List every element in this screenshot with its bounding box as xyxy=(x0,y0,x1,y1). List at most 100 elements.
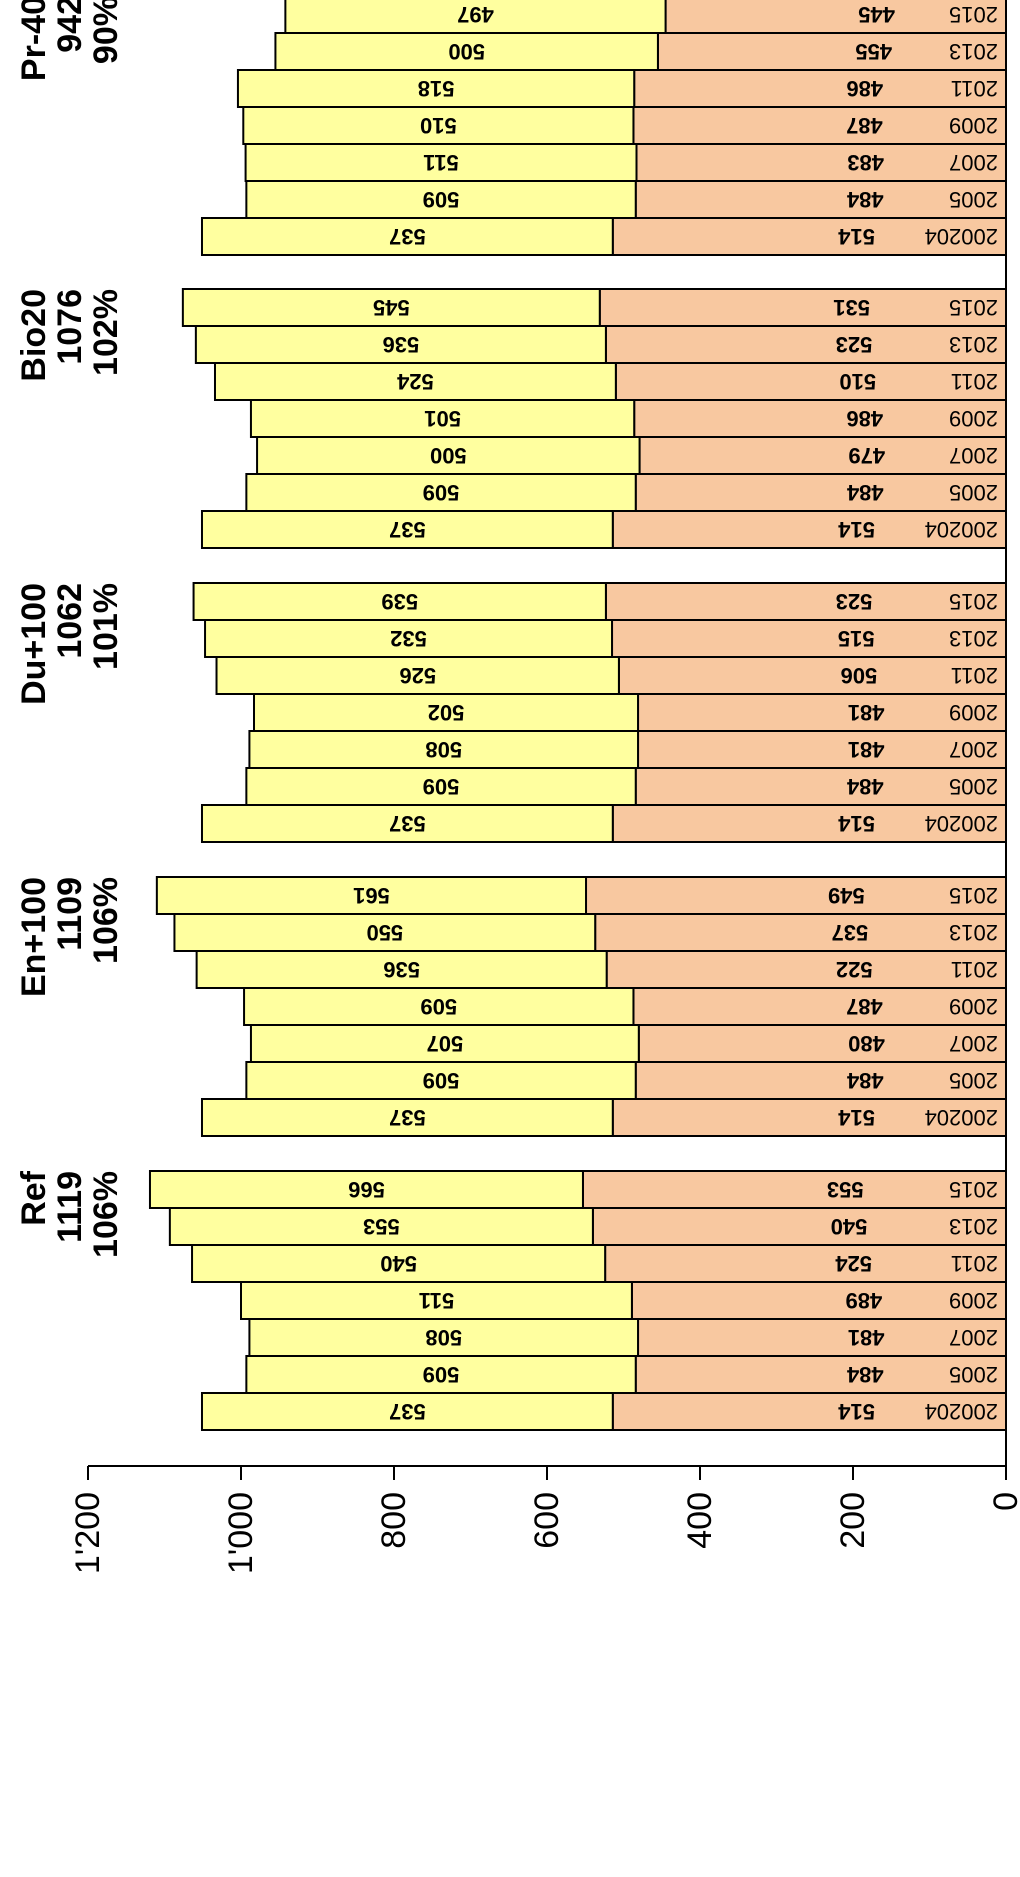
bar-segment-upper xyxy=(200,510,614,549)
bar-segment-upper xyxy=(256,436,641,475)
bar-segment-upper xyxy=(249,1024,640,1063)
bar-segment-upper xyxy=(284,0,667,34)
bar-lower-value-label: 524 xyxy=(835,1251,872,1276)
bar-group: 200204 514 537 2005 484 509 2007 480 507 2009 487 5… xyxy=(15,876,1007,1137)
bar-lower-value-label: 455 xyxy=(855,39,892,64)
bar-segment-lower xyxy=(581,1170,1008,1209)
bar-group: 200204 514 537 2005 484 509 2007 483 511 2009 487 5… xyxy=(15,0,1008,256)
bar-year-label: 2005 xyxy=(949,1362,998,1387)
bar-segment-upper xyxy=(200,217,614,256)
bar-lower-value-label: 445 xyxy=(858,2,895,27)
bar-segment-lower xyxy=(611,1392,1007,1431)
bar-segment-upper xyxy=(245,1355,637,1394)
bar-group: 200204 514 537 2005 484 509 2007 481 508 2009 481 5… xyxy=(15,582,1008,843)
bar-year-label: 2007 xyxy=(949,1031,998,1056)
group-percent-label: 106% xyxy=(87,1171,125,1258)
bar-year-label: 2011 xyxy=(951,369,998,394)
bar-segment-upper xyxy=(215,656,620,695)
bar-year-label: 2007 xyxy=(949,737,998,762)
bar-year-label: 2011 xyxy=(951,1251,998,1276)
bar-year-label: 2013 xyxy=(949,332,998,357)
group-total-label: 942 xyxy=(51,0,89,53)
bar-year-label: 2015 xyxy=(949,2,998,27)
bar-year-label: 2011 xyxy=(951,663,998,688)
bar-upper-value-label: 550 xyxy=(366,920,403,945)
group-name-label: Pr-40 xyxy=(15,0,53,81)
group-total-label: 1119 xyxy=(51,1171,89,1243)
group-percent-label: 90% xyxy=(87,0,125,64)
bar-segment-upper xyxy=(245,180,637,219)
bar-segment-lower xyxy=(633,69,1008,108)
bar-upper-value-label: 526 xyxy=(399,663,436,688)
tick-label: 800 xyxy=(375,1492,413,1549)
bar-upper-value-label: 545 xyxy=(373,295,410,320)
bar-group: 200204 514 537 2005 484 509 2007 481 508 2009 489 5… xyxy=(15,1170,1008,1431)
bar-lower-value-label: 523 xyxy=(836,589,873,614)
bar-upper-value-label: 509 xyxy=(423,187,460,212)
bar-segment-upper xyxy=(236,69,636,108)
bar-lower-value-label: 487 xyxy=(846,113,883,138)
bar-lower-value-label: 522 xyxy=(836,957,873,982)
bar-segment-upper xyxy=(213,362,617,401)
bar-lower-value-label: 514 xyxy=(837,811,874,836)
group-name-label: En+100 xyxy=(15,877,53,997)
tick-label: 200 xyxy=(834,1492,872,1549)
bar-segment-lower xyxy=(638,436,1007,475)
bar-segment-upper xyxy=(192,582,607,621)
bar-segment-upper xyxy=(200,1098,614,1137)
group-name-label: Du+100 xyxy=(15,583,53,705)
group-total-label: 1062 xyxy=(51,583,89,659)
bar-lower-value-label: 479 xyxy=(848,443,885,468)
bar-segment-lower xyxy=(632,987,1007,1026)
bar-segment-lower xyxy=(637,1318,1007,1357)
bar-lower-value-label: 481 xyxy=(848,700,885,725)
bar-segment-lower xyxy=(634,180,1007,219)
bar-year-label: 2009 xyxy=(949,994,998,1019)
bar-segment-upper xyxy=(204,619,614,658)
tick-label: 600 xyxy=(528,1492,566,1549)
bar-segment-lower xyxy=(617,656,1007,695)
bar-lower-value-label: 481 xyxy=(848,737,885,762)
bar-segment-upper xyxy=(168,1207,594,1246)
bar-upper-value-label: 537 xyxy=(389,224,426,249)
bar-segment-lower xyxy=(604,582,1008,621)
bar-segment-upper xyxy=(243,987,635,1026)
bar-upper-value-label: 518 xyxy=(418,76,455,101)
bar-segment-upper xyxy=(242,106,635,145)
bar-segment-upper xyxy=(194,325,607,364)
bar-upper-value-label: 508 xyxy=(425,737,462,762)
bar-upper-value-label: 501 xyxy=(424,406,461,431)
bar-year-label: 2007 xyxy=(949,443,998,468)
group-total-label: 1109 xyxy=(51,877,89,951)
bar-year-label: 2013 xyxy=(949,626,998,651)
bar-year-label: 2009 xyxy=(949,406,998,431)
bar-segment-upper xyxy=(248,1318,640,1357)
bar-segment-lower xyxy=(635,143,1007,182)
bar-segment-upper xyxy=(200,804,614,843)
bar-upper-value-label: 537 xyxy=(389,1105,426,1130)
bar-year-label: 2007 xyxy=(949,1325,998,1350)
bar-year-label: 200204 xyxy=(925,224,998,249)
group-percent-label: 102% xyxy=(87,289,125,376)
bar-upper-value-label: 566 xyxy=(348,1177,385,1202)
bar-year-label: 2005 xyxy=(949,774,998,799)
bar-year-label: 2005 xyxy=(949,1068,998,1093)
bar-segment-upper xyxy=(191,1244,607,1283)
bar-upper-value-label: 511 xyxy=(423,150,459,175)
bar-segment-lower xyxy=(611,619,1008,658)
bar-upper-value-label: 537 xyxy=(389,811,426,836)
bar-segment-upper xyxy=(244,143,638,182)
bar-upper-value-label: 497 xyxy=(457,2,494,27)
tick-label: 400 xyxy=(681,1492,719,1549)
bar-lower-value-label: 484 xyxy=(846,1068,883,1093)
bar-segment-upper xyxy=(274,32,659,71)
bar-upper-value-label: 524 xyxy=(396,369,433,394)
bar-upper-value-label: 537 xyxy=(389,517,426,542)
bar-segment-upper xyxy=(155,876,588,915)
bar-upper-value-label: 540 xyxy=(380,1251,417,1276)
bar-lower-value-label: 523 xyxy=(836,332,873,357)
bar-segment-upper xyxy=(240,1281,633,1320)
bar-segment-lower xyxy=(614,362,1007,401)
bar-segment-upper xyxy=(249,399,636,438)
